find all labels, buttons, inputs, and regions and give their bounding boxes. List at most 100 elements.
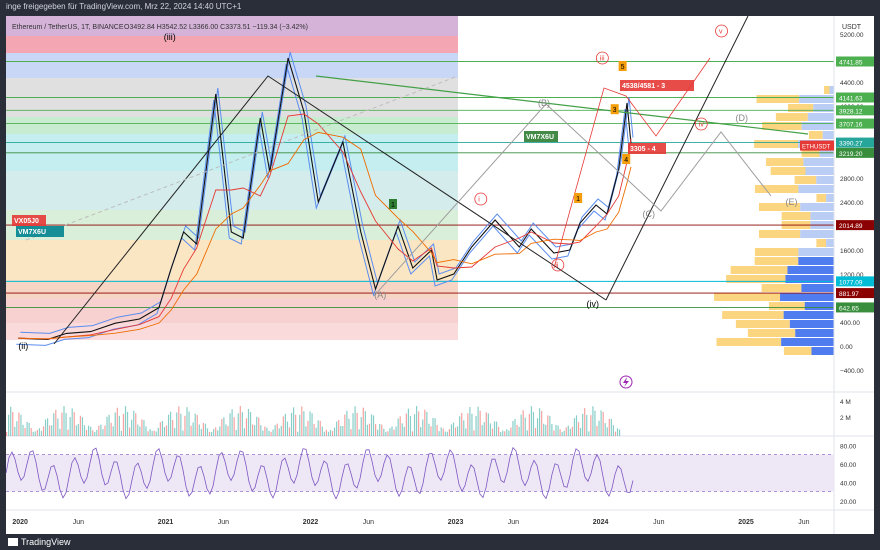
wave-circle — [595, 51, 609, 65]
volume-bar — [319, 420, 321, 436]
price-label-box — [836, 56, 874, 67]
volume-bar — [30, 428, 32, 436]
profile-bar-buy — [810, 212, 834, 220]
lightning-icon[interactable] — [619, 375, 633, 389]
profile-bar-sell — [754, 257, 799, 265]
volume-bar — [518, 426, 520, 436]
price-tick-label: 400.00 — [840, 320, 860, 327]
fib-band-9 — [6, 240, 458, 280]
volume-bar — [356, 412, 358, 436]
price-label: 4141.63 — [839, 96, 863, 103]
volume-bar — [389, 428, 391, 436]
volume-bar — [108, 414, 110, 436]
volume-bar — [256, 416, 258, 436]
volume-bar — [452, 422, 455, 436]
volume-bar — [512, 420, 514, 436]
profile-bar-buy — [781, 338, 834, 346]
wave-roman-label: i — [478, 197, 480, 204]
volume-bar — [315, 427, 317, 436]
volume-bar — [88, 425, 90, 436]
volume-bar — [313, 423, 315, 436]
profile-bar-buy — [829, 86, 834, 94]
wave-lines — [25, 15, 809, 345]
symbol-label-box — [800, 140, 834, 151]
rsi-tick-label: 80.00 — [840, 443, 857, 450]
volume-bar — [303, 411, 305, 436]
time-tick-label: 2020 — [12, 519, 28, 526]
profile-bar-sell — [735, 320, 790, 328]
wave-circle — [715, 24, 728, 38]
volume-bar — [129, 427, 131, 436]
volume-bar — [147, 431, 149, 436]
volume-bar — [83, 425, 86, 436]
time-tick-label: Jun — [508, 519, 519, 526]
volume-bar — [424, 409, 426, 436]
volume-bar — [270, 431, 272, 436]
profile-bar-sell — [787, 104, 814, 112]
volume-bar — [565, 427, 567, 436]
volume-bar — [233, 417, 235, 436]
volume-bar — [20, 414, 22, 436]
profile-bar-buy — [807, 113, 834, 121]
volume-bar — [75, 425, 77, 436]
volume-bar — [139, 426, 141, 436]
volume-bar — [90, 426, 92, 436]
volume-bar — [383, 428, 385, 436]
volume-bar — [372, 415, 375, 436]
price-axis[interactable]: USDT5200.004400.004000.003200.002800.002… — [800, 16, 874, 534]
volume-bar — [57, 418, 59, 436]
chart-svg[interactable]: (iii)(ii)(iv)(A)(B)(C)(D)(E)iiiiiiivv113… — [5, 15, 874, 534]
volume-bar — [420, 427, 422, 436]
price-label: 4741.85 — [839, 59, 863, 66]
volume-bar — [219, 426, 221, 436]
volume-bar — [16, 421, 18, 436]
volume-bar — [245, 418, 248, 436]
wave-count-label: 4 — [624, 157, 628, 164]
label-box-text: 3305 - 4 — [630, 146, 656, 153]
chart-frame[interactable]: (iii) (ii) (iv) (A) (B) (C) (D) (E) i ii iii iv v 1 1 3… — [5, 15, 874, 534]
wave-roman-label: iv — [699, 122, 705, 129]
label-box-text: 4538/4581 - 3 — [622, 83, 665, 90]
volume-bar — [522, 410, 524, 436]
volume-bar — [190, 425, 192, 436]
volume-bar — [225, 424, 227, 436]
volume-bar — [157, 427, 159, 436]
volume-bar — [278, 428, 280, 436]
wave-circle — [694, 117, 708, 131]
volume-bar — [106, 416, 108, 436]
volume-bar — [536, 418, 539, 436]
fib-band-10 — [6, 280, 458, 298]
volume-bar — [500, 431, 502, 436]
tradingview-logo[interactable]: TradingView — [8, 536, 71, 548]
volume-bar — [206, 428, 209, 436]
volume-bar — [329, 429, 332, 436]
volume-bar — [528, 413, 530, 436]
time-axis[interactable]: 2020 Jun 2021 Jun 2022 Jun 2023 Jun 2024 Jun 2025 J… — [12, 519, 809, 526]
volume-bar — [163, 427, 166, 436]
volume-bar — [442, 428, 444, 436]
volume-bar — [94, 431, 96, 436]
volume-bar — [459, 416, 461, 436]
time-tick-label: Jun — [73, 519, 84, 526]
volume-bar — [405, 413, 407, 436]
volume-bar — [426, 411, 428, 436]
volume-bar — [430, 426, 432, 436]
price-lines — [16, 51, 634, 346]
volume-bar — [102, 429, 104, 436]
price-tick-label: 5200.00 — [840, 32, 864, 39]
price-tick-label: −400.00 — [840, 368, 864, 375]
price-line — [18, 57, 632, 340]
footer-bar: TradingView — [0, 534, 880, 550]
volume-bar — [547, 415, 549, 436]
volume-bar — [12, 411, 14, 436]
profile-bar-sell — [754, 185, 799, 193]
volume-bar — [202, 422, 204, 436]
volume-bar — [184, 415, 186, 436]
volume-bar — [170, 411, 172, 436]
volume-bar — [268, 430, 270, 436]
volume-bar — [614, 431, 617, 436]
profile-bar-sell — [766, 158, 804, 166]
price-label-box — [836, 302, 874, 313]
volume-bar — [217, 430, 219, 436]
volume-bar — [436, 425, 438, 436]
